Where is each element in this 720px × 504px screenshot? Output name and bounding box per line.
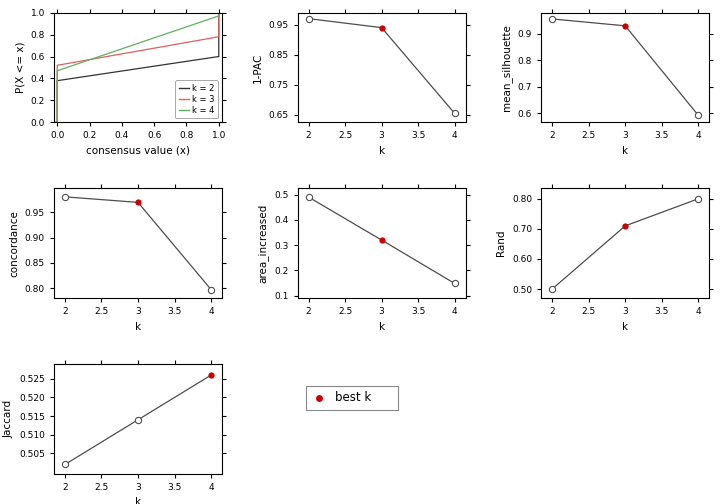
Y-axis label: mean_silhouette: mean_silhouette [501,24,512,111]
Text: best k: best k [335,392,371,405]
X-axis label: k: k [622,322,629,332]
Y-axis label: P(X <= x): P(X <= x) [15,42,25,93]
Y-axis label: Rand: Rand [497,230,506,257]
X-axis label: k: k [379,322,384,332]
Y-axis label: 1-PAC: 1-PAC [253,52,263,83]
Y-axis label: Jaccard: Jaccard [4,400,14,438]
FancyBboxPatch shape [306,386,398,410]
X-axis label: k: k [622,146,629,156]
X-axis label: consensus value (x): consensus value (x) [86,146,190,156]
X-axis label: k: k [379,146,384,156]
X-axis label: k: k [135,322,141,332]
Legend: k = 2, k = 3, k = 4: k = 2, k = 3, k = 4 [176,81,218,118]
Y-axis label: concordance: concordance [9,210,19,277]
X-axis label: k: k [135,497,141,504]
Y-axis label: area_increased: area_increased [258,204,269,283]
